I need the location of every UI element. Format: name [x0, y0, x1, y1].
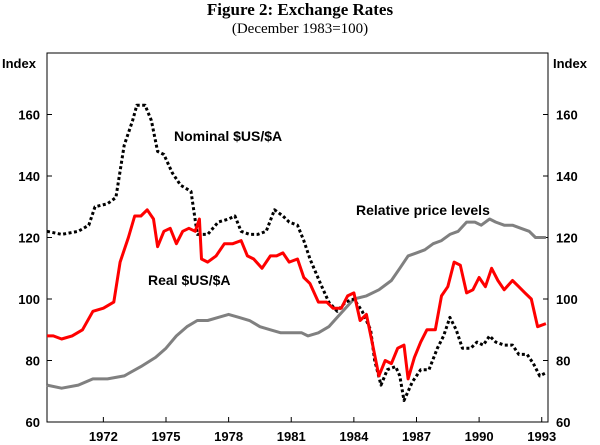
y-tick-label-left-100: 100	[18, 292, 40, 307]
y-tick-label-right-100: 100	[556, 292, 578, 307]
x-tick-label-1981: 1981	[277, 429, 306, 444]
y-tick-label-left-160: 160	[18, 108, 40, 123]
y-tick-label-right-140: 140	[556, 169, 578, 184]
y-tick-label-right-120: 120	[556, 231, 578, 246]
right-axis-unit: Index	[553, 56, 588, 71]
y-tick-label-left-140: 140	[18, 169, 40, 184]
y-tick-label-left-80: 80	[26, 354, 40, 369]
left-axis-unit: Index	[2, 56, 37, 71]
chart-title: Figure 2: Exchange Rates	[206, 0, 394, 19]
annotation-real: Real $US/$A	[148, 272, 230, 288]
y-tick-label-right-80: 80	[556, 354, 570, 369]
x-tick-label-1987: 1987	[402, 429, 431, 444]
x-tick-label-1978: 1978	[214, 429, 243, 444]
series-layer	[46, 103, 547, 402]
x-tick-label-1984: 1984	[339, 429, 369, 444]
chart-subtitle: (December 1983=100)	[231, 21, 369, 37]
y-tick-label-left-120: 120	[18, 231, 40, 246]
x-tick-label-1972: 1972	[89, 429, 118, 444]
series-line-nominal	[46, 103, 547, 402]
annotation-nominal: Nominal $US/$A	[174, 128, 282, 144]
y-tick-label-right-60: 60	[556, 415, 570, 430]
plot-frame	[46, 52, 549, 423]
y-tick-label-right-160: 160	[556, 108, 578, 123]
x-tick-label-1975: 1975	[152, 429, 181, 444]
annotation-relative-price-levels: Relative price levels	[356, 202, 490, 218]
series-line-relative	[46, 217, 546, 390]
y-tick-label-left-60: 60	[26, 415, 40, 430]
x-tick-label-1990: 1990	[465, 429, 494, 444]
tick-layer: 60 60 80 80 100 100 120 120 140 140 160 160 1972 1975…	[18, 108, 577, 445]
x-tick-label-1993: 1993	[527, 429, 556, 444]
series-line-real	[47, 208, 547, 381]
